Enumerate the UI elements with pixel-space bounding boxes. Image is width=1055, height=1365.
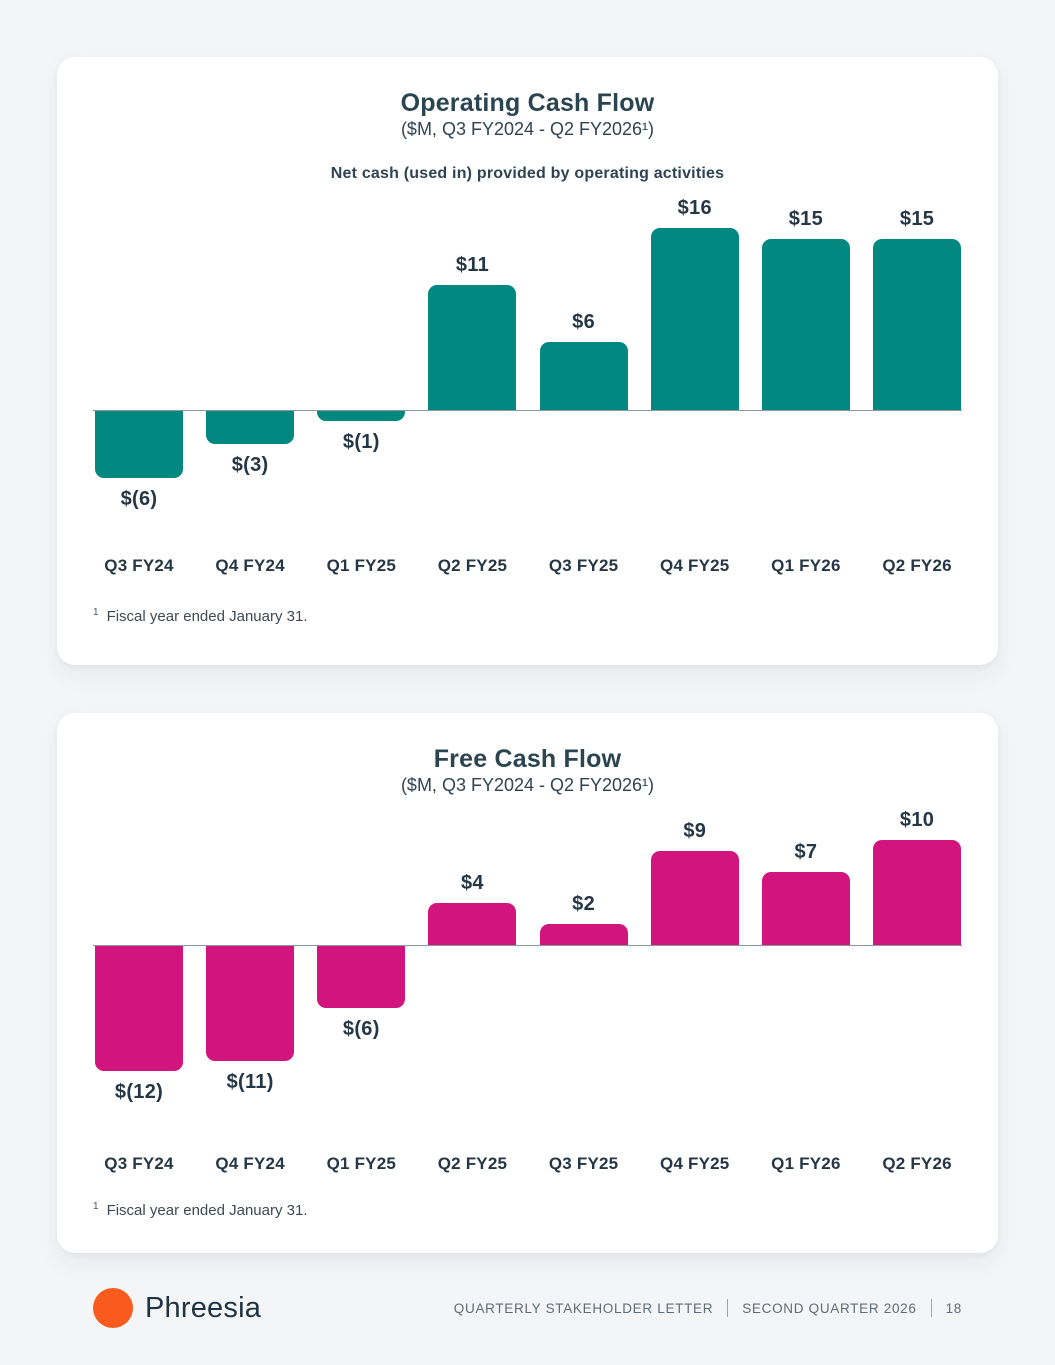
free-cash-flow-card: Free Cash Flow ($M, Q3 FY2024 - Q2 FY202…	[57, 713, 998, 1253]
operating-cash-flow-chart: $(6) $(3) $(1) $11 $6 $16 $15 $15	[93, 190, 962, 512]
chart-subtitle: ($M, Q3 FY2024 - Q2 FY2026¹)	[400, 775, 655, 795]
x-axis-labels: Q3 FY24 Q4 FY24 Q1 FY25 Q2 FY25 Q3 FY25 Q4 FY…	[93, 1153, 962, 1175]
bar-value-label: $11	[455, 253, 490, 276]
chart-title: Free Cash Flow	[433, 745, 622, 773]
bar-value-label: $6	[572, 310, 596, 333]
x-axis-line	[93, 410, 962, 411]
bar-value-label: $10	[899, 809, 935, 831]
chart-title: Operating Cash Flow	[400, 89, 655, 117]
bar-q3-fy25	[539, 924, 628, 945]
bar-value-label: $15	[788, 208, 824, 230]
bar-value-label: $(6)	[342, 1018, 380, 1040]
footnote-superscript: 1	[93, 1201, 99, 1212]
bar-value-label: $(11)	[226, 1070, 274, 1093]
bar-q2-fy25	[428, 903, 517, 945]
bar-value-label: $(3)	[231, 454, 269, 477]
bar-value-label: $(1)	[342, 431, 380, 454]
bar-q1-fy25	[317, 945, 406, 1008]
footnote-text: Fiscal year ended January 31.	[106, 1202, 308, 1219]
x-axis-label-q1-fy25: Q1 FY25	[326, 1154, 397, 1173]
x-axis-label-q2-fy26: Q2 FY26	[882, 556, 952, 575]
footnote: 1 Fiscal year ended January 31.	[93, 607, 308, 625]
bar-q2-fy26	[873, 239, 962, 410]
x-axis-label-q4-fy25: Q4 FY25	[660, 1154, 730, 1173]
footnote-superscript: 1	[93, 607, 99, 618]
free-cash-flow-chart: $(12) $(11) $(6) $4 $2 $9 $7 $10	[93, 800, 962, 1112]
bar-value-label: $(12)	[114, 1081, 164, 1103]
bar-value-label: $(6)	[120, 488, 158, 511]
x-axis-labels: Q3 FY24 Q4 FY24 Q1 FY25 Q2 FY25 Q3 FY25 Q4 FY…	[93, 555, 962, 577]
bar-q4-fy24	[206, 410, 295, 445]
footnote: 1 Fiscal year ended January 31.	[93, 1201, 308, 1219]
bar-value-label: $4	[461, 872, 484, 894]
page-footer: Phreesia QUARTERLY STAKEHOLDER LETTER SE…	[0, 1282, 1055, 1338]
bar-q1-fy26	[761, 871, 850, 945]
bar-q4-fy24	[206, 945, 295, 1061]
x-axis-label-q1-fy26: Q1 FY26	[771, 1154, 841, 1173]
series-label: Net cash (used in) provided by operating…	[330, 165, 725, 182]
operating-cash-flow-card: Operating Cash Flow ($M, Q3 FY2024 - Q2 …	[57, 57, 998, 665]
brand-name: Phreesia	[145, 1291, 262, 1324]
x-axis-label-q2-fy25: Q2 FY25	[437, 556, 508, 575]
bar-q2-fy25	[428, 284, 517, 410]
footer-separator	[727, 1299, 729, 1317]
x-axis-label-q4-fy24: Q4 FY24	[215, 556, 285, 575]
x-axis-label-q4-fy25: Q4 FY25	[660, 556, 730, 575]
footer-letter-title: QUARTERLY STAKEHOLDER LETTER	[453, 1300, 714, 1316]
bar-value-label: $9	[683, 819, 707, 842]
bar-value-label: $15	[899, 208, 935, 230]
x-axis-label-q1-fy25: Q1 FY25	[326, 556, 397, 575]
bar-q4-fy25	[650, 227, 739, 410]
x-axis-label-q4-fy24: Q4 FY24	[215, 1154, 285, 1173]
bar-q3-fy24	[95, 410, 183, 479]
bar-q4-fy25	[650, 850, 739, 945]
bar-q3-fy25	[539, 341, 628, 410]
x-axis-line	[93, 945, 962, 946]
footer-separator	[930, 1299, 932, 1317]
footer-meta: QUARTERLY STAKEHOLDER LETTER SECOND QUAR…	[454, 1299, 962, 1317]
bar-value-label: $16	[677, 196, 712, 219]
footnote-text: Fiscal year ended January 31.	[106, 608, 308, 625]
bar-q1-fy25	[317, 410, 406, 422]
bar-q3-fy24	[95, 945, 183, 1071]
bar-value-label: $7	[794, 840, 818, 863]
x-axis-label-q3-fy24: Q3 FY24	[104, 556, 174, 575]
x-axis-label-q3-fy25: Q3 FY25	[548, 1154, 619, 1173]
x-axis-label-q2-fy26: Q2 FY26	[882, 1154, 952, 1173]
x-axis-label-q3-fy24: Q3 FY24	[104, 1154, 174, 1173]
bar-q2-fy26	[873, 840, 962, 945]
footer-quarter: SECOND QUARTER 2026	[742, 1300, 917, 1316]
bar-value-label: $2	[572, 893, 596, 915]
x-axis-label-q1-fy26: Q1 FY26	[771, 556, 841, 575]
bar-q1-fy26	[761, 239, 850, 410]
x-axis-label-q2-fy25: Q2 FY25	[437, 1154, 508, 1173]
chart-subtitle: ($M, Q3 FY2024 - Q2 FY2026¹)	[400, 119, 655, 139]
x-axis-label-q3-fy25: Q3 FY25	[548, 556, 619, 575]
footer-page-number: 18	[945, 1300, 962, 1316]
phreesia-logo: Phreesia	[93, 1288, 261, 1328]
phreesia-logo-dot-icon	[93, 1288, 133, 1328]
